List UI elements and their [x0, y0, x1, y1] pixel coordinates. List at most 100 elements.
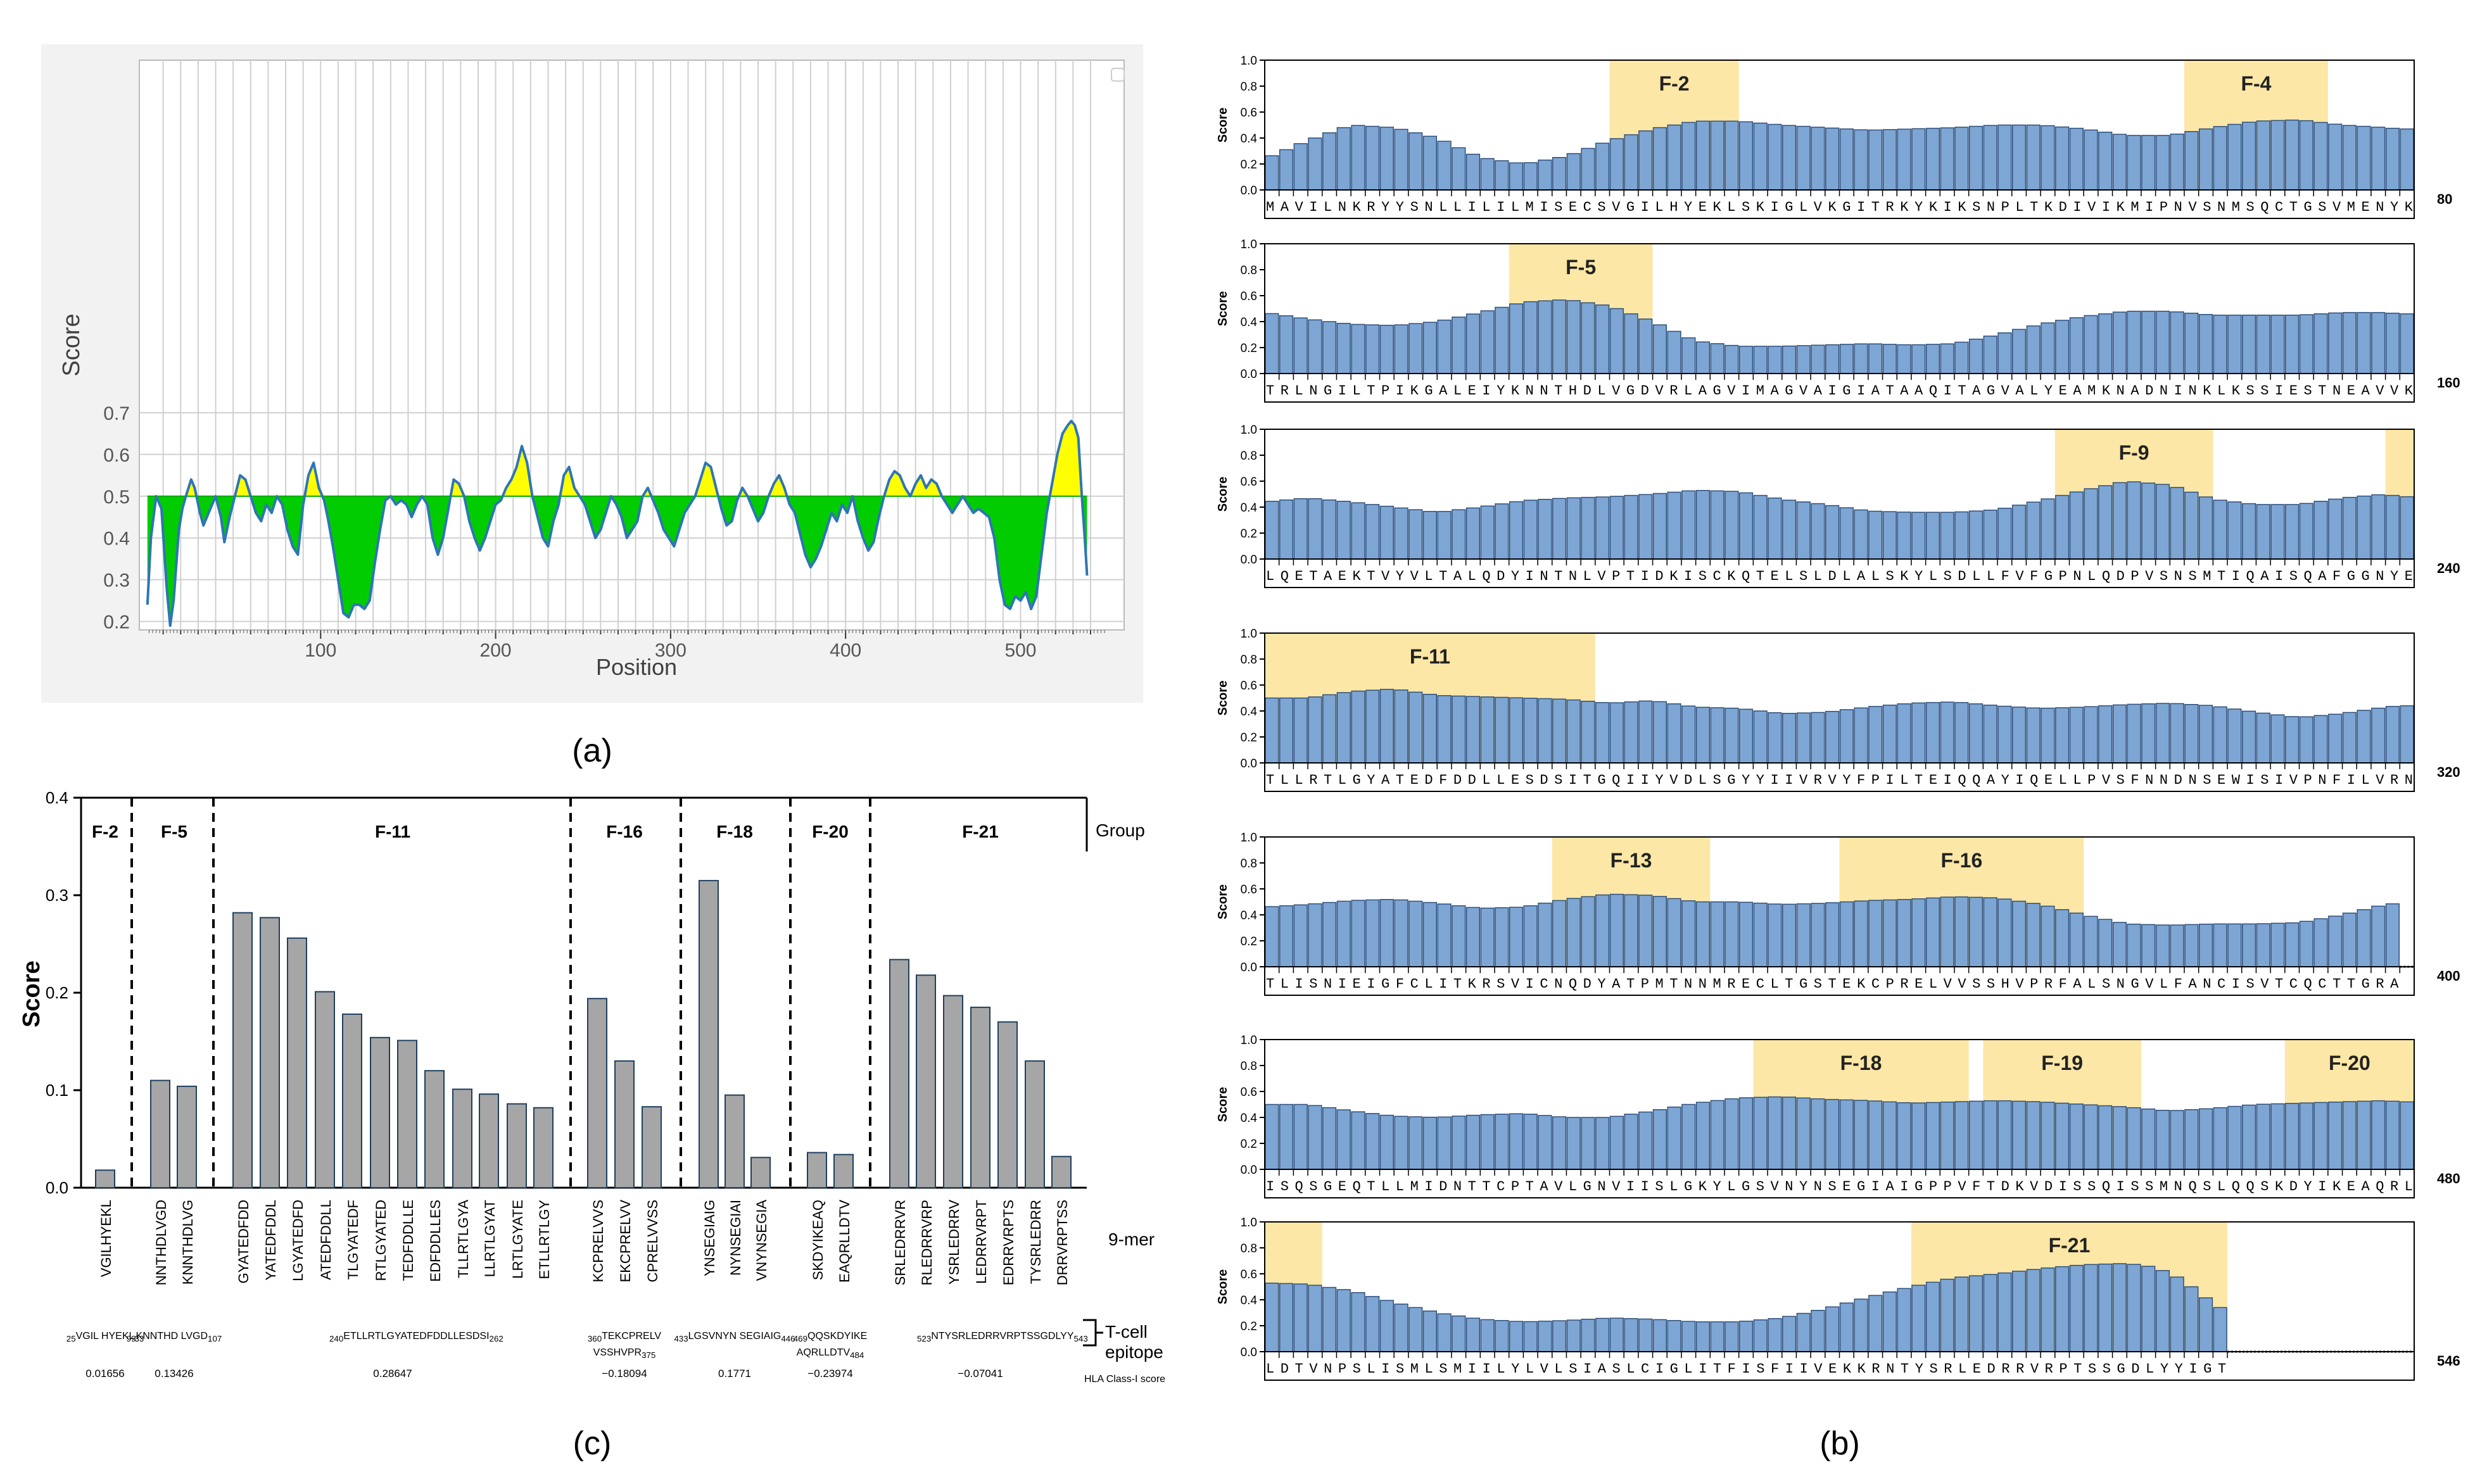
score-bar — [1581, 496, 1595, 560]
score-bar — [1897, 129, 1911, 191]
hla-score-F-18: 0.1771 — [718, 1368, 751, 1380]
score-bar — [1538, 1115, 1552, 1170]
score-bar — [1997, 1272, 2012, 1352]
score-bar — [1710, 901, 1724, 967]
y-tick-label: 0.2 — [1241, 342, 1257, 355]
score-bar — [2242, 923, 2256, 967]
score-bar — [2026, 903, 2041, 967]
y-axis-label: Score — [1216, 108, 1230, 143]
y-tick-label: 0.2 — [1241, 1138, 1257, 1151]
score-bar — [1465, 313, 1481, 374]
score-bar — [1652, 1319, 1667, 1352]
bar-CPRELVVSS — [642, 1106, 662, 1189]
score-bar — [1365, 125, 1380, 191]
score-bar — [1624, 494, 1638, 560]
score-bar — [1724, 491, 1739, 560]
score-bar — [1925, 1281, 1940, 1352]
bar-label: VNYNSEGIA — [754, 1200, 769, 1281]
y-tick-label: 0.0 — [1241, 1346, 1257, 1359]
score-bar — [1667, 1320, 1681, 1352]
score-bar — [2069, 707, 2084, 764]
y-tick-label: 0.0 — [1241, 553, 1257, 567]
score-bar — [1351, 324, 1365, 374]
score-bar — [1753, 494, 1768, 560]
score-bar — [2141, 1108, 2156, 1170]
tcell-bracket — [1083, 1319, 1103, 1347]
bar-label: ATEDFDDLL — [318, 1200, 334, 1280]
score-bar — [2242, 315, 2256, 374]
bar-LRTLGYATE — [507, 1103, 527, 1189]
score-bar — [1365, 324, 1380, 374]
score-bar — [1854, 343, 1868, 374]
score-bar — [1911, 344, 1926, 374]
score-bar — [1710, 1321, 1724, 1352]
bar-label: LEDRRVRPT — [973, 1200, 989, 1284]
score-bar — [1954, 511, 1969, 560]
score-bar — [1293, 143, 1308, 191]
score-bar — [1422, 902, 1437, 967]
tcell-epitope-F-11: 240ETLLRTLGYATEDFDDLLESDSI262 — [329, 1331, 503, 1344]
score-bar — [1681, 1104, 1696, 1170]
score-bar — [2285, 1103, 2300, 1170]
score-bar — [2213, 923, 2227, 967]
group-row-label: Group — [1096, 821, 1145, 840]
score-bar — [2256, 120, 2270, 191]
bar-label: GYATEDFDD — [236, 1200, 251, 1283]
score-bar — [1983, 125, 1997, 191]
score-bar — [2342, 712, 2357, 764]
score-bar — [1308, 319, 1322, 374]
score-bar — [1452, 509, 1466, 560]
score-bar — [2213, 315, 2227, 374]
score-bar — [1336, 1109, 1351, 1170]
score-bar — [1753, 902, 1768, 967]
y-tick-label: 0.4 — [1241, 132, 1258, 146]
score-bar — [1566, 1117, 1581, 1170]
score-bar — [1868, 343, 1883, 374]
score-bar — [2041, 322, 2055, 374]
score-bar — [1839, 507, 1854, 560]
bar-TYSRLEDRR — [1025, 1060, 1045, 1189]
score-bar — [1452, 1315, 1466, 1352]
panel-a-tick-labels: 0.7 0.6 0.5 0.4 0.3 0.2 100 200 300 400 500 — [103, 403, 1036, 661]
score-bar — [2098, 705, 2113, 764]
score-bar — [2055, 1102, 2070, 1170]
score-bar — [1437, 511, 1452, 560]
residue-end-number: 546 — [2437, 1353, 2460, 1369]
bar-KNNTHDLVG — [177, 1085, 197, 1188]
bar-DRRVRPTSS — [1051, 1155, 1072, 1188]
y-tick-label: 1.0 — [1241, 238, 1257, 251]
score-bar — [2026, 124, 2041, 191]
score-bar — [2385, 1100, 2400, 1170]
y-tick-label: 0.5 — [103, 487, 130, 508]
score-bar — [1394, 324, 1408, 374]
residue-sequence: ISQSGEQTLLMIDNTTCPTAVLGNVIISLGKYLGSVNYNS… — [1266, 1179, 2413, 1195]
score-bar — [1422, 1116, 1437, 1170]
score-bar — [2328, 915, 2343, 967]
score-bar — [2055, 320, 2070, 374]
score-bar — [2256, 923, 2270, 967]
score-bar — [1911, 1285, 1926, 1352]
score-bar — [2299, 120, 2313, 191]
score-bar — [1581, 148, 1595, 191]
residue-end-number: 80 — [2437, 191, 2452, 207]
score-bar — [2155, 310, 2170, 374]
score-bar — [1279, 149, 1294, 191]
bar-YNSEGIAIG — [699, 879, 719, 1189]
panel-a-label: (a) — [572, 733, 612, 769]
score-bar — [2041, 498, 2055, 560]
y-tick-label: 0.4 — [1241, 1112, 1258, 1125]
score-bar — [1782, 1097, 1797, 1170]
y-tick-label: 0.4 — [1241, 1294, 1258, 1307]
score-bar — [1509, 1113, 1524, 1170]
y-tick-label: 0.8 — [1241, 1242, 1257, 1255]
score-bar — [2127, 923, 2141, 967]
y-tick-label: 0.2 — [1241, 731, 1257, 745]
score-bar — [1609, 702, 1624, 764]
y-tick-label: 1.0 — [1241, 1034, 1257, 1047]
score-bar — [1811, 903, 1825, 967]
score-bar — [1983, 336, 1997, 374]
score-bar — [2242, 503, 2256, 560]
score-bar — [1925, 1102, 1940, 1170]
score-bar — [1954, 1276, 1969, 1352]
score-bar — [1480, 696, 1495, 764]
